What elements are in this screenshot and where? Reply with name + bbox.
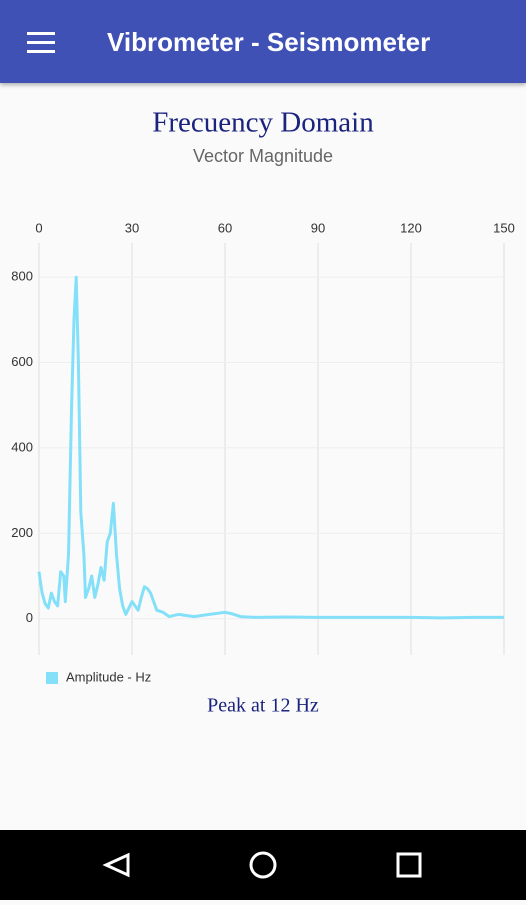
legend-label: Amplitude - Hz — [66, 669, 151, 684]
y-tick-label: 600 — [11, 354, 33, 369]
chart-title: Frecuency Domain — [152, 107, 374, 139]
recents-button[interactable] — [396, 852, 422, 878]
x-tick-label: 120 — [400, 220, 422, 235]
app-bar: Vibrometer - Seismometer — [0, 0, 526, 83]
x-tick-label: 90 — [311, 220, 325, 235]
chart: Frecuency Domain Vector Magnitude Peak a… — [11, 107, 515, 717]
chart-subtitle: Vector Magnitude — [193, 146, 333, 166]
x-tick-label: 60 — [218, 220, 232, 235]
x-tick-label: 150 — [493, 220, 515, 235]
menu-icon[interactable] — [22, 23, 62, 63]
app-title: Vibrometer - Seismometer — [107, 27, 431, 57]
nav-icons — [102, 851, 422, 879]
annotation: Peak at 12 Hz — [207, 695, 319, 717]
y-tick-label: 0 — [26, 610, 33, 625]
legend-swatch — [46, 672, 58, 684]
y-tick-label: 400 — [11, 439, 33, 454]
back-button[interactable] — [102, 852, 130, 878]
x-tick-label: 30 — [125, 220, 139, 235]
data-line — [37, 275, 504, 620]
y-tick-label: 200 — [11, 525, 33, 540]
nav-bar — [0, 830, 526, 900]
home-button[interactable] — [249, 851, 277, 879]
x-tick-label: 0 — [35, 220, 42, 235]
y-tick-label: 800 — [11, 269, 33, 284]
